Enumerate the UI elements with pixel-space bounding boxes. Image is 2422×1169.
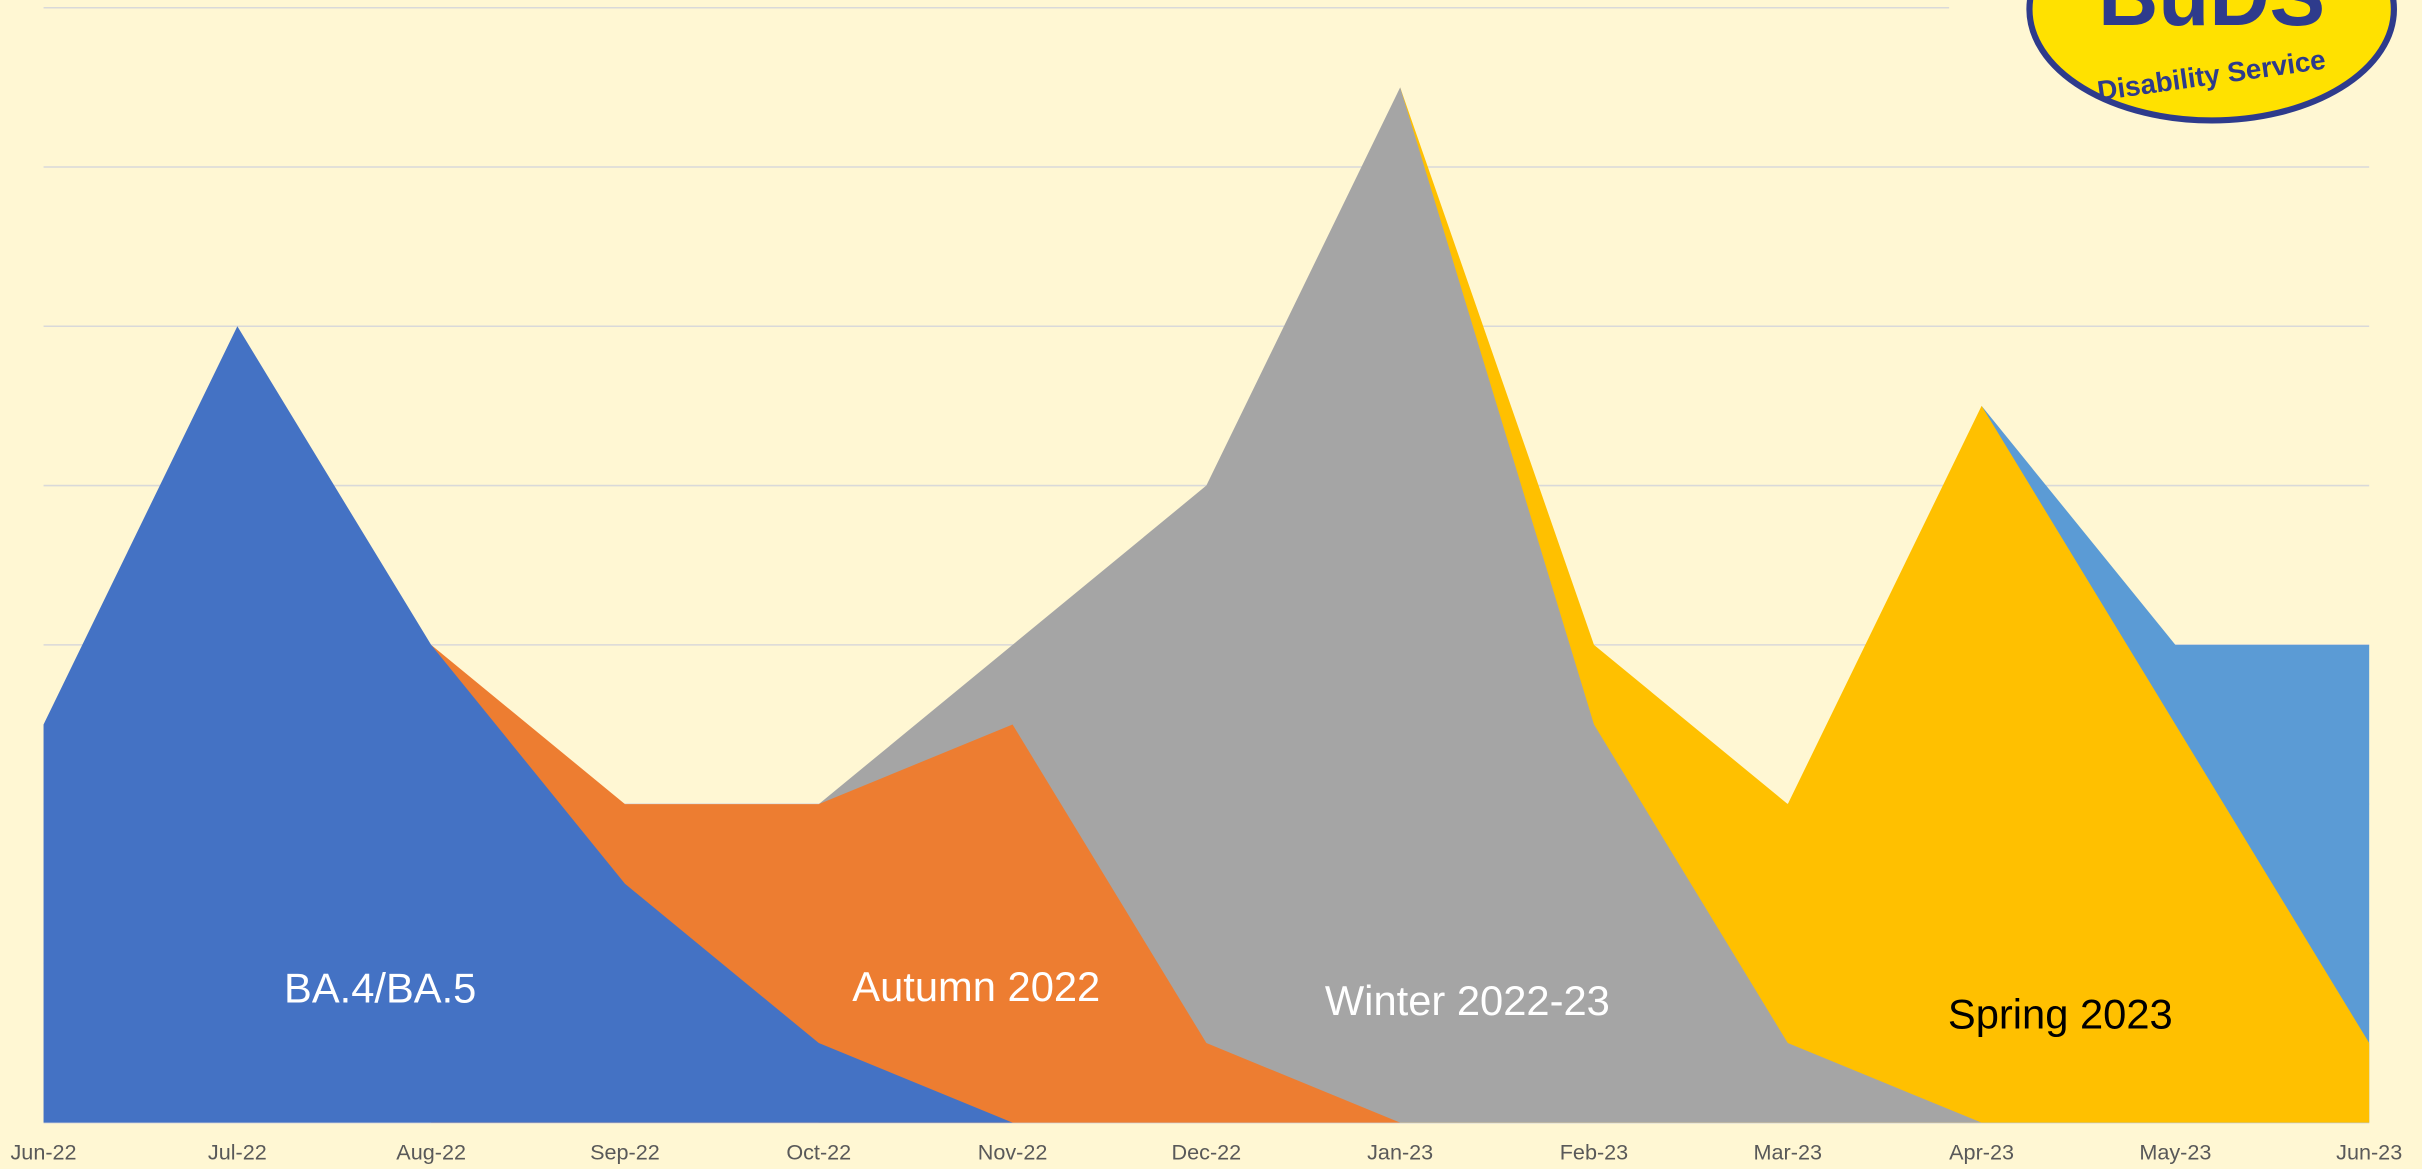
- x-tick-label: Sep-22: [590, 1139, 660, 1164]
- area-label: Autumn 2022: [852, 963, 1100, 1010]
- logo-badge: [2026, 0, 2397, 124]
- x-tick-label: Apr-23: [1949, 1139, 2014, 1164]
- logo-title: BuDS: [2098, 0, 2325, 43]
- area-label: Winter 2022-23: [1325, 977, 1610, 1024]
- x-tick-label: Jun-23: [2336, 1139, 2402, 1164]
- x-tick-label: Mar-23: [1754, 1139, 1822, 1164]
- x-tick-label: Dec-22: [1172, 1139, 1242, 1164]
- x-tick-label: Feb-23: [1560, 1139, 1628, 1164]
- x-tick-label: Jun-22: [11, 1139, 77, 1164]
- area: [43, 326, 1013, 1123]
- x-tick-label: Aug-22: [396, 1139, 466, 1164]
- x-tick-label: Oct-22: [786, 1139, 851, 1164]
- area: [818, 87, 1982, 1123]
- x-tick-label: Jul-22: [208, 1139, 267, 1164]
- area-label: BA.4/BA.5: [284, 964, 476, 1011]
- logo: BuDS Disability Service: [1949, 0, 2422, 147]
- x-tick-label: May-23: [2139, 1139, 2211, 1164]
- x-tick-label: Nov-22: [978, 1139, 1048, 1164]
- area-label: Spring 2023: [1948, 991, 2173, 1038]
- x-tick-label: Jan-23: [1367, 1139, 1433, 1164]
